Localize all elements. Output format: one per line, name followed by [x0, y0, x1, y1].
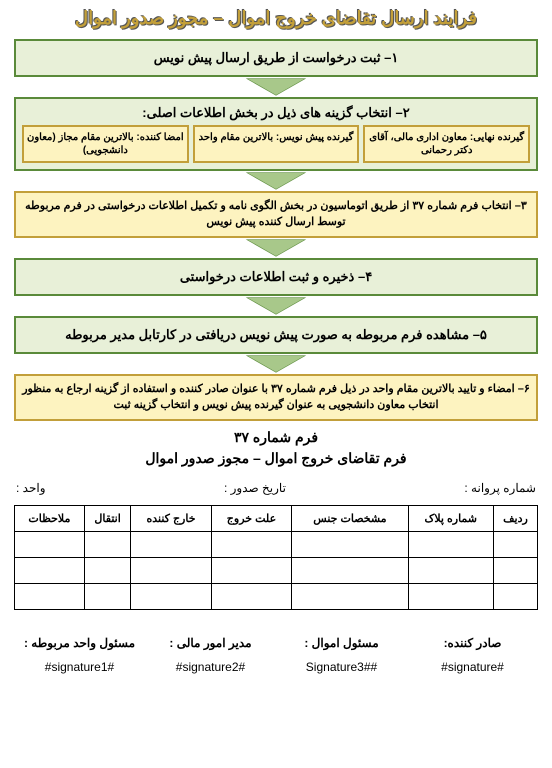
arrow-icon	[248, 356, 304, 372]
signer-issuer: صادر کننده:	[407, 636, 538, 650]
table-cell	[493, 532, 537, 558]
arrow-icon	[248, 240, 304, 256]
table-cell	[131, 532, 211, 558]
sig-3: #signature2#	[145, 660, 276, 674]
form-37: فرم شماره ۳۷ فرم تقاضای خروج اموال – مجو…	[14, 429, 538, 674]
table-cell	[84, 558, 131, 584]
signature-placeholders: #signature1# #signature2# Signature3## #…	[14, 660, 538, 674]
table-cell	[292, 584, 408, 610]
table-cell	[408, 558, 493, 584]
table-header: انتقال	[84, 506, 131, 532]
step-1: ۱– ثبت درخواست از طریق ارسال پیش نویس	[14, 39, 538, 77]
table-row	[15, 558, 538, 584]
sig-1: #signature#	[407, 660, 538, 674]
table-cell	[292, 558, 408, 584]
signer-finance: مدیر امور مالی :	[145, 636, 276, 650]
step-2-opt-draft-receiver: گیرنده پیش نویس: بالاترین مقام واحد	[193, 125, 360, 163]
table-row	[15, 584, 538, 610]
sig-2: Signature3##	[276, 660, 407, 674]
table-cell	[211, 532, 292, 558]
table-header: علت خروج	[211, 506, 292, 532]
arrow-icon	[248, 79, 304, 95]
step-2: ۲– انتخاب گزینه های ذیل در بخش اطلاعات ا…	[14, 97, 538, 171]
table-cell	[15, 584, 85, 610]
table-cell	[131, 584, 211, 610]
step-2-opt-final-receiver: گیرنده نهایی: معاون اداری مالی، آقای دکت…	[363, 125, 530, 163]
step-2-options: امضا کننده: بالاترین مقام مجاز (معاون دا…	[22, 125, 530, 163]
table-cell	[84, 584, 131, 610]
step-2-opt-signer: امضا کننده: بالاترین مقام مجاز (معاون دا…	[22, 125, 189, 163]
permit-label: شماره پروانه :	[464, 481, 536, 495]
table-header: ردیف	[493, 506, 537, 532]
step-6: ۶– امضاء و تایید بالاترین مقام واحد در ذ…	[14, 374, 538, 421]
table-cell	[211, 558, 292, 584]
table-header: خارج کننده	[131, 506, 211, 532]
step-2-title: ۲– انتخاب گزینه های ذیل در بخش اطلاعات ا…	[22, 105, 530, 121]
table-header: ملاحظات	[15, 506, 85, 532]
step-3: ۳– انتخاب فرم شماره ۳۷ از طریق اتوماسیون…	[14, 191, 538, 238]
table-cell	[408, 532, 493, 558]
table-cell	[493, 558, 537, 584]
step-4: ۴– ذخیره و ثبت اطلاعات درخواستی	[14, 258, 538, 296]
signer-unit: مسئول واحد مربوطه :	[14, 636, 145, 650]
signer-assets: مسئول اموال :	[276, 636, 407, 650]
table-cell	[84, 532, 131, 558]
table-cell	[15, 532, 85, 558]
table-cell	[131, 558, 211, 584]
table-cell	[408, 584, 493, 610]
table-header: مشخصات جنس	[292, 506, 408, 532]
form-table: ردیفشماره پلاکمشخصات جنسعلت خروجخارج کنن…	[14, 505, 538, 610]
table-row	[15, 532, 538, 558]
table-cell	[493, 584, 537, 610]
step-5: ۵– مشاهده فرم مربوطه به صورت پیش نویس در…	[14, 316, 538, 354]
arrow-icon	[248, 298, 304, 314]
form-meta: شماره پروانه : تاریخ صدور : واحد :	[16, 481, 536, 495]
form-title: فرم تقاضای خروج اموال – مجوز صدور اموال	[14, 450, 538, 467]
form-number: فرم شماره ۳۷	[14, 429, 538, 446]
sig-4: #signature1#	[14, 660, 145, 674]
table-cell	[292, 532, 408, 558]
table-header: شماره پلاک	[408, 506, 493, 532]
signers-row: صادر کننده: مسئول اموال : مدیر امور مالی…	[14, 636, 538, 650]
table-cell	[211, 584, 292, 610]
page-title: فرایند ارسال تقاضای خروج اموال – مجوز صد…	[14, 8, 538, 29]
table-cell	[15, 558, 85, 584]
arrow-icon	[248, 173, 304, 189]
unit-label: واحد :	[16, 481, 46, 495]
date-label: تاریخ صدور :	[224, 481, 286, 495]
